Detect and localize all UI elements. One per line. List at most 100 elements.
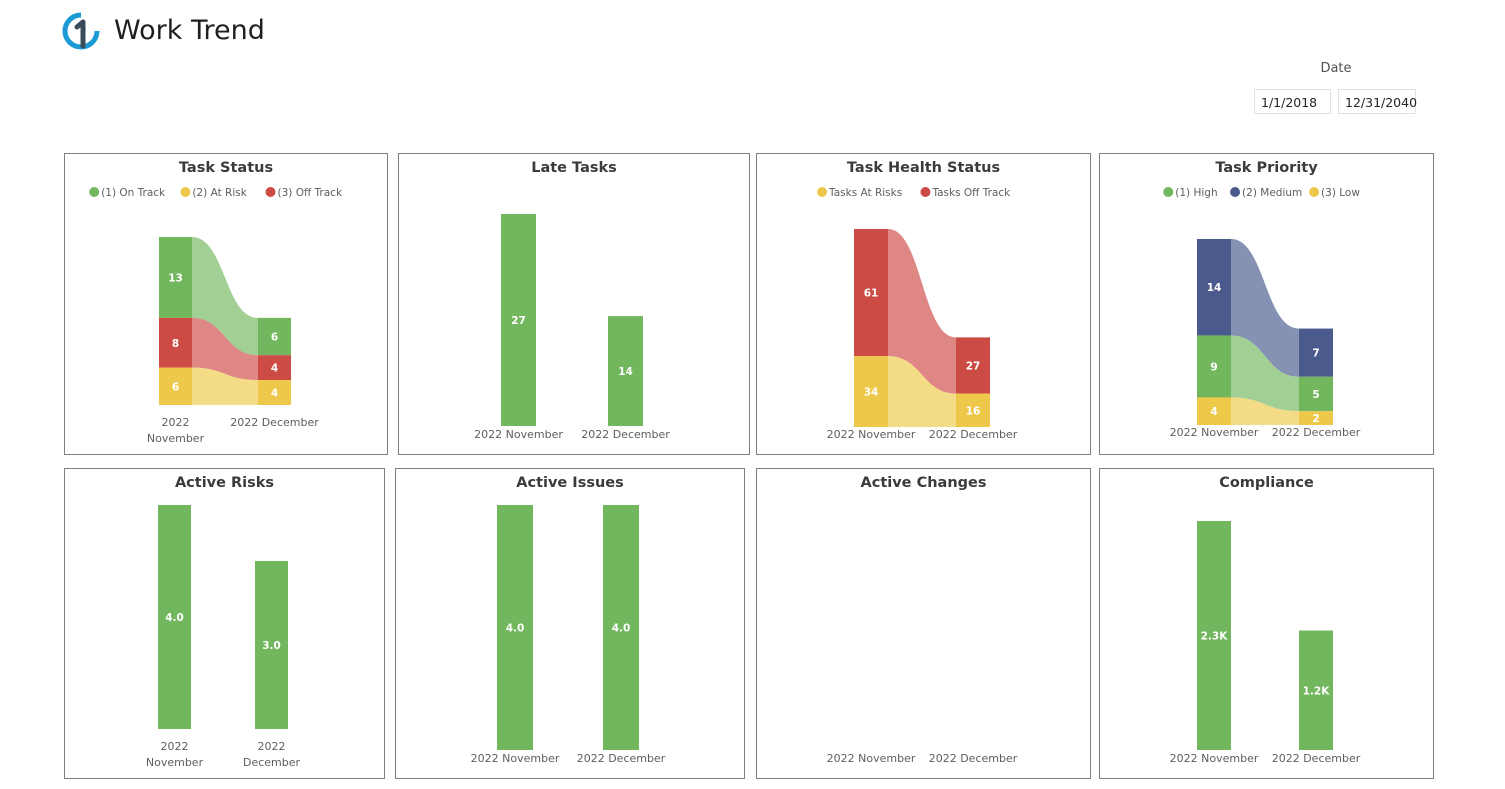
active-risks-panel: Active Risks 2022 November 2022 December 4.0 3… [64,468,385,779]
task-priority-segment [1299,376,1333,412]
active-issues-bar [603,505,639,750]
task-priority-ribbon [1231,239,1299,377]
compliance-bar [1197,521,1231,750]
task-status-ribbon [192,237,258,356]
task-priority-legend-marker [1309,187,1320,197]
task-priority-legend-label: (1) High [1175,187,1217,199]
active-issues-panel: Active Issues 2022 November 2022 December 4… [395,468,745,779]
task-status-data-label: 13 [168,272,183,284]
task-health-status-data-label: 61 [864,288,879,300]
task-priority-legend-marker [1163,187,1174,197]
task-priority-legend-label: (2) Medium [1242,187,1302,199]
task-priority-segment [1197,397,1231,425]
task-priority-segment [1197,239,1231,336]
task-status-segment [258,380,291,405]
task-status-category-label: 2022 November [147,416,205,445]
late-tasks-chart: Late Tasks 2022 November 2022 December 27 14 [474,160,670,441]
task-status-segment [159,237,192,318]
task-priority-chart: Task Priority (1) High (2) Medium (3) Low 20… [1163,160,1361,439]
task-health-status-ribbon [888,229,956,394]
active-risks-data-label: 4.0 [165,612,184,624]
task-priority-data-label: 14 [1207,282,1222,294]
late-tasks-bar [501,214,536,426]
task-status-category-label: 2022 December [230,416,319,429]
late-tasks-data-label: 27 [511,315,526,327]
task-health-status-data-label: 27 [966,361,981,373]
task-status-legend-label: (2) At Risk [192,187,247,199]
task-priority-segment [1197,335,1231,398]
task-health-status-legend-marker [817,187,828,197]
task-health-status-segment [956,337,990,394]
active-changes-panel: Active Changes 2022 November 2022 December [756,468,1091,779]
active-risks-bar [158,505,191,729]
late-tasks-title: Late Tasks [531,160,617,176]
task-priority-legend-label: (3) Low [1321,187,1360,199]
active-changes-category-label: 2022 December [929,752,1018,765]
active-changes-chart: Active Changes 2022 November 2022 December [827,475,1018,765]
late-tasks-category-label: 2022 December [581,428,670,441]
active-issues-bar [497,505,533,750]
task-status-data-label: 6 [271,332,278,344]
active-risks-chart: Active Risks 2022 November 2022 December 4.0 3… [146,475,301,769]
compliance-data-label: 1.2K [1303,685,1331,697]
task-health-status-ribbon [888,356,956,427]
active-issues-data-label: 4.0 [612,623,631,635]
task-health-status-legend-label: Tasks Off Track [931,187,1011,199]
task-status-segment [159,317,192,368]
active-issues-data-label: 4.0 [506,623,525,635]
compliance-panel: Compliance 2022 November 2022 December 2.3K… [1099,468,1434,779]
task-priority-ribbon [1231,335,1299,412]
late-tasks-data-label: 14 [618,366,633,378]
task-health-status-segment [854,229,888,357]
task-priority-title: Task Priority [1215,160,1318,176]
task-priority-category-label: 2022 November [1170,426,1259,439]
task-priority-legend: (1) High (2) Medium (3) Low [1163,187,1360,199]
active-changes-category-label: 2022 November [827,752,916,765]
task-priority-segment [1299,328,1333,377]
task-status-data-label: 4 [271,363,278,375]
date-start-input[interactable]: 1/1/2018 [1254,89,1331,114]
task-priority-data-label: 4 [1210,406,1217,418]
task-status-ribbon [192,367,258,405]
task-priority-ribbon [1231,397,1299,425]
task-priority-data-label: 2 [1312,413,1319,425]
active-issues-chart: Active Issues 2022 November 2022 December 4… [471,475,666,765]
task-priority-data-label: 9 [1210,361,1217,373]
task-status-legend-label: (3) Off Track [278,187,343,199]
task-priority-segment [1299,411,1333,425]
one-circle-logo-icon [62,12,100,50]
task-status-legend-marker [265,187,276,197]
task-priority-category-label: 2022 December [1272,426,1361,439]
task-health-status-legend: Tasks At Risks Tasks Off Track [817,187,1011,199]
task-health-status-segment [956,393,990,427]
date-end-input[interactable]: 12/31/2040 [1338,89,1417,114]
active-issues-category-label: 2022 December [577,752,666,765]
compliance-category-label: 2022 November [1170,752,1259,765]
page-title: Work Trend [114,15,265,46]
task-status-segment [258,355,291,381]
compliance-title: Compliance [1219,475,1314,491]
task-status-segment [258,317,291,356]
compliance-category-label: 2022 December [1272,752,1361,765]
task-status-panel: Task Status (1) On Track (2) At Risk (3) Of… [64,153,388,455]
task-priority-legend-marker [1230,187,1241,197]
task-health-status-legend-marker [920,187,931,197]
task-health-status-category-label: 2022 November [827,428,916,441]
task-health-status-data-label: 16 [966,405,981,417]
task-status-data-label: 4 [271,388,278,400]
task-priority-panel: Task Priority (1) High (2) Medium (3) Low 20… [1099,153,1434,455]
active-risks-data-label: 3.0 [262,640,281,652]
task-status-data-label: 8 [172,338,179,350]
task-status-title: Task Status [179,160,273,176]
task-health-status-segment [854,356,888,427]
active-issues-title: Active Issues [516,475,624,491]
compliance-data-label: 2.3K [1201,631,1229,643]
task-status-legend-label: (1) On Track [101,187,166,199]
task-status-ribbon [192,317,258,381]
active-risks-title: Active Risks [175,475,274,491]
task-health-status-legend-label: Tasks At Risks [828,187,902,199]
late-tasks-bar [608,316,643,426]
task-status-legend-marker [89,187,100,197]
late-tasks-category-label: 2022 November [474,428,563,441]
active-issues-category-label: 2022 November [471,752,560,765]
